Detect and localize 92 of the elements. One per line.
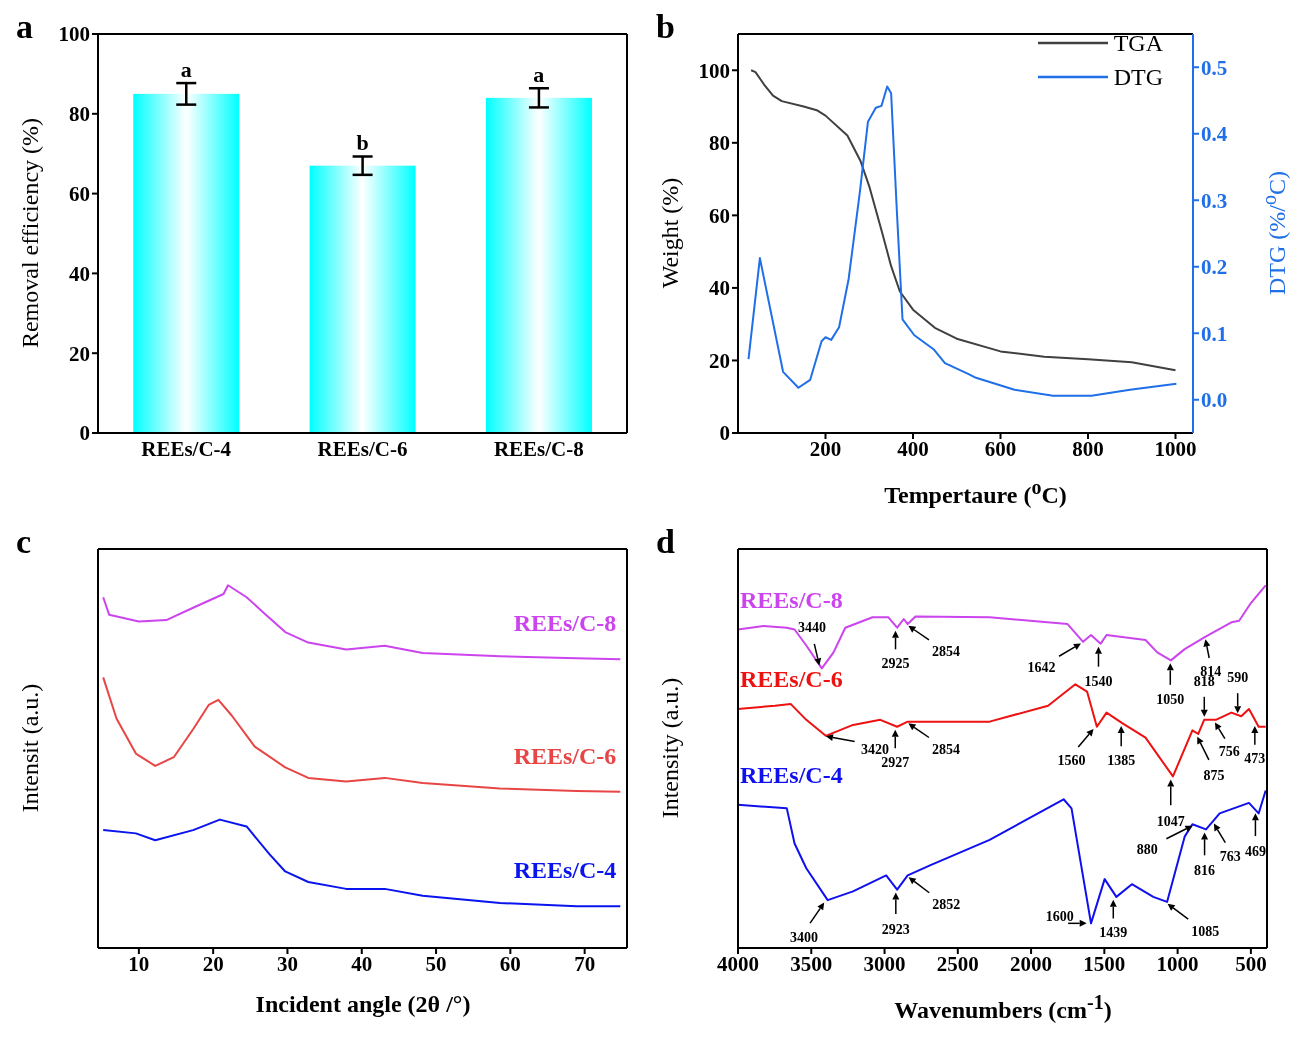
- chart-title: d: [656, 523, 675, 561]
- x-axis-title: Incident angle (2θ /°): [254, 991, 472, 1018]
- annotation: 2852: [932, 897, 961, 913]
- annotation: a: [533, 62, 545, 88]
- legend-label: DTG: [1113, 63, 1163, 92]
- series-label: REEs/C-4: [740, 761, 843, 788]
- annotation: 590: [1227, 670, 1249, 686]
- x-tick-label: REEs/C-4: [141, 436, 232, 461]
- annotation: 1600: [1045, 909, 1074, 925]
- x-tick-label: 500: [1235, 951, 1267, 976]
- series-label: REEs/C-6: [513, 742, 617, 769]
- y-axis-title: Removal efficiency (%): [16, 117, 44, 349]
- annotation: 880: [1136, 842, 1158, 858]
- x-tick-label: 1500: [1083, 951, 1126, 976]
- annotation: 1540: [1084, 673, 1113, 689]
- annotation: 1047: [1156, 814, 1185, 830]
- annotation: 2925: [881, 655, 910, 671]
- bar: [309, 165, 416, 433]
- annotation: 2854: [931, 644, 960, 660]
- y-tick-label: 0: [79, 421, 90, 446]
- chart-title: a: [16, 8, 33, 46]
- y-tick-label: 60: [709, 203, 730, 228]
- y2-tick-label: 0.4: [1201, 122, 1228, 147]
- y-tick-label: 100: [698, 58, 730, 83]
- series-label: REEs/C-6: [740, 665, 843, 692]
- chart-title: c: [16, 523, 32, 561]
- y-tick-label: 20: [69, 341, 90, 366]
- annotation: 2923: [881, 921, 910, 937]
- annotation: 473: [1244, 751, 1266, 767]
- series-label: REEs/C-8: [740, 586, 843, 613]
- x-tick-label: 10: [128, 951, 150, 976]
- annotation: 1642: [1027, 659, 1056, 675]
- y-tick-label: 60: [69, 182, 90, 207]
- x-tick-label: 20: [202, 951, 224, 976]
- y-tick-label: 0: [719, 421, 730, 446]
- x-tick-label: 50: [425, 951, 447, 976]
- y2-tick-label: 0.5: [1201, 55, 1228, 80]
- y-tick-label: 20: [709, 348, 730, 373]
- y-axis-title: Intensit (a.u.): [16, 683, 44, 813]
- y2-tick-label: 0.1: [1201, 321, 1228, 346]
- x-tick-label: 70: [574, 951, 596, 976]
- x-tick-label: 40: [351, 951, 373, 976]
- annotation: b: [356, 130, 369, 156]
- x-tick-label: 400: [897, 436, 929, 461]
- annotation: 1050: [1156, 692, 1185, 708]
- annotation: 469: [1244, 844, 1266, 860]
- x-tick-label: REEs/C-6: [317, 436, 408, 461]
- annotation: 1085: [1191, 923, 1220, 939]
- x-tick-label: 600: [984, 436, 1017, 461]
- y-axis-title: Intensity (a.u.): [656, 677, 684, 819]
- y2-tick-label: 0.0: [1201, 388, 1228, 413]
- annotation: 756: [1218, 743, 1240, 759]
- bar: [133, 93, 240, 433]
- series-label: REEs/C-4: [513, 857, 617, 884]
- x-axis-title: Wavenumbers (cm$^{-1}$): [893, 991, 1113, 1024]
- x-tick-label: REEs/C-8: [493, 436, 584, 461]
- annotation: 2927: [881, 754, 910, 770]
- x-tick-label: 3000: [863, 951, 906, 976]
- y2-tick-label: 0.2: [1201, 255, 1228, 280]
- x-tick-label: 2000: [1010, 951, 1053, 976]
- y-tick-label: 100: [58, 22, 90, 47]
- y-tick-label: 80: [69, 102, 90, 127]
- y-axis-title: Weight (%): [656, 177, 684, 289]
- x-tick-label: 1000: [1156, 951, 1199, 976]
- x-tick-label: 30: [276, 951, 298, 976]
- annotation: 1560: [1057, 752, 1086, 768]
- y-tick-label: 40: [69, 261, 90, 286]
- annotation: 1439: [1099, 924, 1128, 940]
- chart-title: b: [656, 8, 675, 46]
- annotation: 3440: [798, 620, 827, 636]
- x-tick-label: 200: [809, 436, 842, 461]
- legend-label: TGA: [1113, 29, 1163, 58]
- annotation: 3400: [789, 930, 818, 946]
- x-tick-label: 2500: [936, 951, 979, 976]
- x-tick-label: 800: [1072, 436, 1104, 461]
- annotation: 2854: [931, 741, 960, 757]
- x-tick-label: 1000: [1154, 436, 1197, 461]
- x-axis-title: Tempertaure ($^{o}$C): [883, 476, 1068, 509]
- annotation: 816: [1194, 863, 1216, 879]
- annotation: 3420: [860, 741, 889, 757]
- x-tick-label: 60: [499, 951, 521, 976]
- annotation: 1385: [1107, 753, 1136, 769]
- bar: [485, 97, 592, 433]
- x-tick-label: 4000: [717, 951, 759, 976]
- y2-tick-label: 0.3: [1201, 188, 1228, 213]
- annotation: a: [180, 57, 192, 83]
- y-tick-label: 80: [709, 131, 730, 156]
- annotation: 763: [1219, 849, 1241, 865]
- x-tick-label: 3500: [790, 951, 833, 976]
- annotation: 875: [1203, 767, 1225, 783]
- series-label: REEs/C-8: [513, 610, 617, 637]
- y-tick-label: 40: [709, 276, 730, 301]
